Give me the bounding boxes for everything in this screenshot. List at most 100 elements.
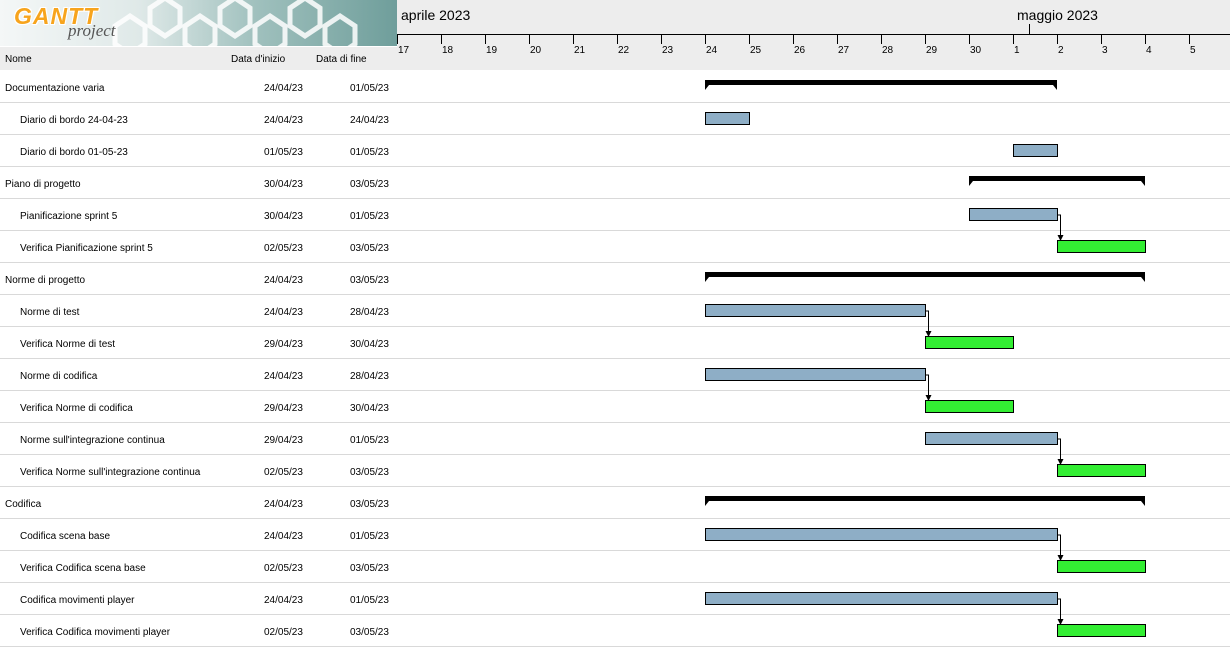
table-row[interactable]: Norme di test 24/04/23 28/04/23 (0, 295, 397, 327)
day-tick (793, 35, 794, 44)
table-row[interactable]: Verifica Pianificazione sprint 5 02/05/23… (0, 231, 397, 263)
chart-row (397, 359, 1230, 391)
task-name: Piano di progetto (5, 179, 81, 190)
task-name: Documentazione varia (5, 83, 105, 94)
table-row[interactable]: Pianificazione sprint 5 30/04/23 01/05/23 (0, 199, 397, 231)
task-name: Verifica Codifica movimenti player (20, 627, 171, 638)
chart-row (397, 455, 1230, 487)
dependency-line (925, 310, 929, 331)
task-start-date: 30/04/23 (264, 179, 303, 190)
table-row[interactable]: Verifica Codifica movimenti player 02/05/… (0, 615, 397, 647)
day-tick (1101, 35, 1102, 44)
gantt-bars (705, 80, 1146, 637)
day-label: 28 (882, 45, 894, 56)
chart-row (397, 71, 1230, 103)
task-bar[interactable] (705, 304, 926, 317)
task-end-date: 03/05/23 (350, 243, 389, 254)
task-start-date: 24/04/23 (264, 115, 303, 126)
task-bar[interactable] (1013, 144, 1058, 157)
task-bar[interactable] (705, 592, 1058, 605)
verification-bar[interactable] (1057, 240, 1146, 253)
day-label: 24 (706, 45, 718, 56)
task-start-date: 01/05/23 (264, 147, 303, 158)
task-start-date: 29/04/23 (264, 403, 303, 414)
dependency-line (1057, 598, 1061, 619)
dependency-line (1057, 438, 1061, 459)
day-tick (529, 35, 530, 44)
table-row[interactable]: Piano di progetto 30/04/23 03/05/23 (0, 167, 397, 199)
table-row[interactable]: Diario di bordo 24-04-23 24/04/23 24/04/23 (0, 103, 397, 135)
day-label: 26 (794, 45, 806, 56)
task-bar[interactable] (705, 528, 1058, 541)
column-header-end[interactable]: Data di fine (316, 54, 367, 65)
task-end-date: 30/04/23 (350, 339, 389, 350)
task-end-date: 03/05/23 (350, 499, 389, 510)
table-row[interactable]: Verifica Codifica scena base 02/05/23 03/0… (0, 551, 397, 583)
task-name: Norme di test (20, 307, 80, 318)
table-row[interactable]: Codifica movimenti player 24/04/23 01/05/2… (0, 583, 397, 615)
table-row[interactable]: Verifica Norme di test 29/04/23 30/04/23 (0, 327, 397, 359)
table-row[interactable]: Norme di codifica 24/04/23 28/04/23 (0, 359, 397, 391)
day-label: 19 (486, 45, 498, 56)
verification-bar[interactable] (1057, 560, 1146, 573)
day-label: 27 (838, 45, 850, 56)
timeline-header: aprile 2023 maggio 2023 17 18 19 20 21 22 23 24 2… (397, 0, 1230, 70)
task-start-date: 02/05/23 (264, 563, 303, 574)
dependency-arrowhead (1057, 459, 1064, 465)
task-start-date: 24/04/23 (264, 275, 303, 286)
table-row[interactable]: Diario di bordo 01-05-23 01/05/23 01/05/23 (0, 135, 397, 167)
task-start-date: 24/04/23 (264, 307, 303, 318)
task-start-date: 24/04/23 (264, 531, 303, 542)
task-start-date: 24/04/23 (264, 83, 303, 94)
chart-row (397, 231, 1230, 263)
day-tick (969, 35, 970, 44)
task-end-date: 01/05/23 (350, 147, 389, 158)
verification-bar[interactable] (1057, 624, 1146, 637)
chart-row (397, 519, 1230, 551)
task-bar[interactable] (925, 432, 1058, 445)
verification-bar[interactable] (925, 400, 1014, 413)
day-tick (661, 35, 662, 44)
task-end-date: 01/05/23 (350, 435, 389, 446)
task-name: Verifica Norme di test (20, 339, 116, 350)
task-name: Pianificazione sprint 5 (20, 211, 118, 222)
dependency-arrowhead (1057, 235, 1064, 241)
table-row[interactable]: Codifica 24/04/23 03/05/23 (0, 487, 397, 519)
task-bar[interactable] (705, 112, 750, 125)
summary-bar[interactable] (705, 80, 1057, 90)
task-end-date: 01/05/23 (350, 531, 389, 542)
task-bar[interactable] (705, 368, 926, 381)
day-tick (705, 35, 706, 44)
chart-row (397, 295, 1230, 327)
task-table: GANTT project Nome Data d'inizio Data di… (0, 0, 397, 647)
day-label: 1 (1014, 45, 1020, 56)
task-start-date: 29/04/23 (264, 339, 303, 350)
summary-bar[interactable] (705, 272, 1145, 282)
table-row[interactable]: Norme sull'integrazione continua 29/04/23… (0, 423, 397, 455)
day-label: 17 (398, 45, 410, 56)
chart-row (397, 423, 1230, 455)
day-label: 5 (1190, 45, 1196, 56)
verification-bar[interactable] (925, 336, 1014, 349)
day-tick (485, 35, 486, 44)
chart-row (397, 487, 1230, 519)
task-name: Diario di bordo 01-05-23 (20, 147, 128, 158)
table-row[interactable]: Documentazione varia 24/04/23 01/05/23 (0, 71, 397, 103)
task-name: Codifica (5, 499, 42, 510)
dependency-arrowhead (925, 331, 932, 337)
table-row[interactable]: Codifica scena base 24/04/23 01/05/23 (0, 519, 397, 551)
column-header-name[interactable]: Nome (5, 54, 32, 65)
table-row[interactable]: Verifica Norme di codifica 29/04/23 30/04/… (0, 391, 397, 423)
table-row[interactable]: Verifica Norme sull'integrazione continu… (0, 455, 397, 487)
verification-bar[interactable] (1057, 464, 1146, 477)
summary-bar[interactable] (969, 176, 1145, 186)
task-bar[interactable] (969, 208, 1058, 221)
column-header-start[interactable]: Data d'inizio (231, 54, 286, 65)
task-name: Verifica Norme di codifica (20, 403, 133, 414)
summary-bar[interactable] (705, 496, 1145, 506)
day-label: 4 (1146, 45, 1152, 56)
table-row[interactable]: Norme di progetto 24/04/23 03/05/23 (0, 263, 397, 295)
table-header: Nome Data d'inizio Data di fine (0, 47, 397, 70)
hexagon-pattern (112, 0, 358, 46)
day-label: 3 (1102, 45, 1108, 56)
